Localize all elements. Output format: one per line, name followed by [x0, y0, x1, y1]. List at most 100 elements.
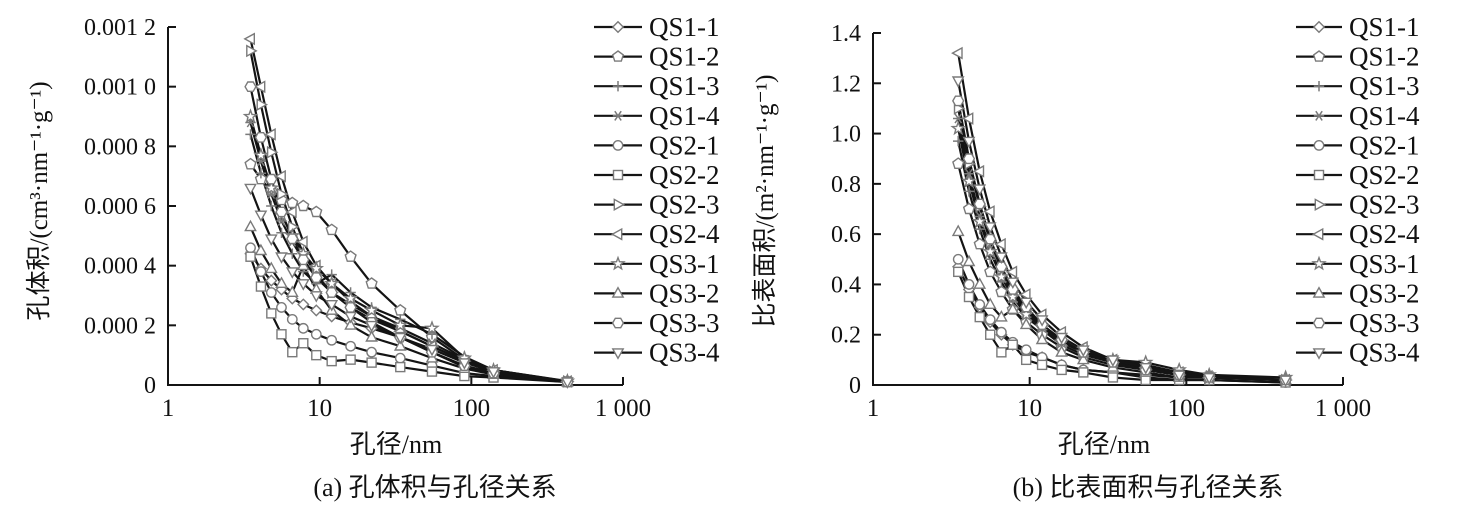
hexagon-marker: [1006, 284, 1020, 295]
x-tick-label: 10: [1017, 395, 1042, 422]
legend-label: QS3-1: [649, 249, 720, 279]
plus-marker: [266, 200, 277, 212]
legend-label: QS3-2: [1349, 278, 1420, 308]
triangle-up-marker: [1312, 286, 1326, 298]
square-marker: [1020, 354, 1032, 366]
legend: QS1-1QS1-2QS1-3QS1-4QS2-1QS2-2QS2-3QS2-4…: [1296, 12, 1420, 368]
triangle-left-marker: [274, 169, 286, 183]
hexagon-marker: [995, 261, 1008, 273]
legend-label: QS3-4: [1349, 338, 1420, 368]
x-axis-label-a: 孔径/nm: [349, 430, 443, 459]
pentagon-marker: [973, 237, 986, 250]
square-marker: [1056, 364, 1067, 376]
star-marker: [308, 260, 325, 276]
pentagon-marker: [286, 196, 299, 209]
legend-label: QS1-1: [1349, 12, 1420, 42]
series-markers-QS3-4: [244, 183, 574, 389]
pentagon-marker: [962, 202, 976, 215]
triangle-left-marker: [972, 164, 985, 178]
circle-marker: [286, 313, 298, 325]
legend: QS1-1QS1-2QS1-3QS1-4QS2-1QS2-2QS2-3QS2-4…: [594, 12, 720, 368]
triangle-up-marker: [344, 318, 357, 330]
hexagon-marker: [297, 254, 310, 266]
y-tick-label: 0.6: [831, 222, 861, 248]
diamond-marker: [265, 274, 278, 287]
star-marker: [961, 173, 977, 189]
triangle-down-marker: [275, 252, 288, 264]
y-tick-label: 0.2: [831, 323, 861, 349]
legend-label: QS1-4: [1349, 101, 1420, 131]
triangle-up-marker: [995, 309, 1008, 322]
triangle-down-marker: [1055, 332, 1068, 345]
series-line-QS2-4: [249, 37, 569, 383]
circle-marker: [310, 328, 322, 340]
square-marker: [298, 338, 309, 349]
legend-item-QS3-3: QS3-3: [1296, 308, 1420, 338]
series-line-QS2-2: [249, 255, 569, 384]
series-markers-QS3-4: [951, 76, 1292, 388]
chart-a: 0 0.000 2 0.000 4 0.000 6 0.000 8 0.001 0 0.00…: [84, 12, 720, 422]
legend-item-QS2-4: QS2-4: [594, 219, 720, 249]
triangle-up-marker: [1006, 302, 1020, 314]
y-tick-label: 0.000 8: [84, 134, 156, 160]
circle-marker: [255, 266, 267, 278]
hexagon-marker: [265, 173, 278, 185]
series-markers: [242, 32, 576, 389]
chart-b: 00.20.40.60.81.01.21.41 10 100 1 000QS1-1QS…: [831, 12, 1420, 422]
triangle-up-marker: [973, 277, 987, 289]
triangle-left-marker: [994, 237, 1006, 251]
triangle-down-marker: [983, 222, 997, 234]
triangle-left-marker: [243, 32, 256, 46]
triangle-right-marker: [277, 187, 289, 201]
triangle-up-marker: [285, 285, 299, 297]
square-marker: [311, 349, 322, 361]
triangle-right-marker: [256, 98, 269, 111]
triangle-down-marker: [973, 184, 987, 197]
triangle-left-marker: [1005, 265, 1018, 279]
triangle-down-marker: [1006, 277, 1020, 290]
series-markers: [950, 46, 1294, 388]
y-tick-label: 0.000 2: [84, 313, 156, 339]
legend-label: QS2-3: [1349, 190, 1420, 220]
pentagon-marker: [344, 250, 357, 262]
legend-label: QS3-3: [1349, 308, 1420, 338]
pentagon-marker: [1312, 50, 1326, 62]
triangle-down-marker: [393, 332, 407, 345]
triangle-right-marker: [1314, 198, 1327, 211]
legend-item-QS2-4: QS2-4: [1296, 219, 1420, 249]
triangle-down-marker: [487, 367, 500, 379]
square-marker: [287, 346, 298, 358]
y-axis-label-b: 比表面积/(m²·nm⁻¹·g⁻¹): [752, 74, 779, 328]
circle-marker: [1020, 344, 1032, 356]
square-marker: [366, 357, 377, 368]
legend-label: QS2-2: [1349, 160, 1420, 190]
plus-marker: [276, 227, 287, 238]
series-markers-QS2-4: [243, 32, 572, 388]
square-marker: [266, 308, 277, 319]
circle-marker: [326, 334, 338, 346]
hexagon-marker: [275, 206, 288, 218]
x-tick-label: 100: [453, 395, 491, 422]
x-tick-label: 1: [867, 395, 880, 422]
square-marker: [245, 251, 256, 262]
circle-marker: [963, 279, 975, 290]
star-marker: [1005, 288, 1021, 304]
square-marker: [345, 354, 356, 365]
legend-item-QS1-1: QS1-1: [1296, 12, 1420, 42]
triangle-down-marker: [561, 377, 574, 389]
legend-label: QS1-3: [649, 71, 720, 101]
y-tick-label: 0.4: [831, 272, 861, 298]
diamond-marker: [297, 298, 310, 311]
triangle-left-marker: [253, 80, 266, 94]
triangle-left-marker: [285, 205, 297, 219]
plus-marker: [963, 186, 975, 197]
square-marker: [326, 355, 337, 367]
triangle-right-marker: [613, 198, 626, 211]
legend-item-QS3-2: QS3-2: [594, 278, 720, 308]
plus-marker: [287, 248, 298, 259]
star-marker: [1311, 255, 1327, 271]
triangle-left-marker: [961, 112, 974, 125]
y-tick-label: 0.8: [831, 172, 861, 198]
hexagon-marker: [325, 287, 338, 298]
asterisk-marker: [953, 113, 964, 124]
